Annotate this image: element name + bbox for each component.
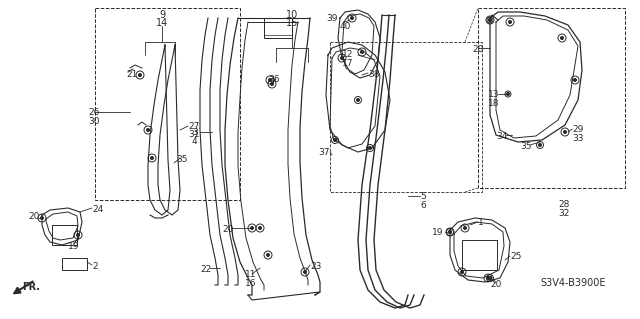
Text: 33: 33 — [572, 134, 584, 143]
Text: 31: 31 — [188, 130, 200, 139]
Circle shape — [463, 226, 467, 229]
Text: 13: 13 — [488, 90, 499, 99]
Bar — [264, 18, 292, 38]
Circle shape — [369, 146, 371, 150]
Text: 12: 12 — [342, 50, 353, 59]
Bar — [462, 240, 497, 270]
Circle shape — [573, 78, 577, 81]
Circle shape — [333, 138, 337, 142]
Text: 27: 27 — [188, 122, 200, 131]
Text: 3: 3 — [192, 128, 198, 137]
Text: 37: 37 — [318, 148, 330, 157]
Text: 20: 20 — [222, 225, 234, 234]
Circle shape — [77, 234, 79, 236]
Text: 10: 10 — [286, 10, 298, 20]
Text: 34: 34 — [496, 132, 508, 141]
Circle shape — [506, 93, 509, 95]
Text: 35: 35 — [176, 155, 188, 164]
Circle shape — [509, 20, 511, 24]
Text: 20: 20 — [28, 212, 40, 221]
Circle shape — [360, 50, 364, 54]
Bar — [330, 42, 482, 192]
Text: 36: 36 — [268, 75, 280, 84]
Text: 2: 2 — [92, 262, 98, 271]
Circle shape — [449, 231, 451, 234]
Circle shape — [250, 226, 253, 229]
Text: 26: 26 — [88, 108, 99, 117]
Text: 38: 38 — [368, 70, 380, 79]
Circle shape — [147, 129, 150, 131]
Text: FR.: FR. — [22, 282, 40, 292]
Text: 24: 24 — [92, 205, 103, 214]
Text: 25: 25 — [510, 252, 522, 261]
Text: 6: 6 — [420, 201, 426, 210]
Text: 20: 20 — [490, 280, 501, 289]
Circle shape — [563, 130, 566, 133]
Text: S3V4-B3900E: S3V4-B3900E — [540, 278, 605, 288]
Text: 35: 35 — [520, 142, 531, 151]
Text: 29: 29 — [572, 125, 584, 134]
Text: 18: 18 — [488, 99, 499, 108]
Circle shape — [488, 19, 492, 21]
Text: 1: 1 — [478, 218, 484, 227]
Circle shape — [351, 17, 353, 19]
Circle shape — [461, 271, 463, 273]
Text: 11: 11 — [245, 270, 257, 279]
Text: 32: 32 — [558, 209, 570, 218]
Text: 19: 19 — [432, 228, 444, 237]
Text: 19: 19 — [68, 242, 79, 251]
Text: 21: 21 — [126, 70, 138, 79]
Circle shape — [271, 83, 273, 85]
Text: 39: 39 — [326, 14, 337, 23]
Text: 22: 22 — [200, 265, 211, 274]
Circle shape — [488, 19, 492, 21]
Circle shape — [488, 277, 492, 279]
Text: 28: 28 — [558, 200, 570, 209]
Circle shape — [340, 56, 344, 60]
Text: 40: 40 — [340, 22, 351, 31]
Circle shape — [561, 36, 563, 40]
Circle shape — [259, 226, 262, 229]
Circle shape — [150, 157, 154, 160]
Text: 14: 14 — [156, 18, 168, 28]
Bar — [62, 258, 87, 270]
Circle shape — [538, 144, 541, 146]
Text: 4: 4 — [192, 137, 198, 146]
Text: 16: 16 — [245, 279, 257, 288]
Bar — [95, 8, 240, 200]
Text: 15: 15 — [286, 18, 298, 28]
Circle shape — [449, 231, 451, 234]
Bar — [478, 8, 625, 188]
Text: 17: 17 — [342, 59, 353, 68]
Circle shape — [486, 277, 490, 279]
Text: 23: 23 — [310, 262, 321, 271]
Circle shape — [138, 73, 141, 77]
Circle shape — [269, 78, 271, 81]
Circle shape — [356, 99, 360, 101]
Circle shape — [266, 254, 269, 256]
Text: 30: 30 — [88, 117, 99, 126]
Circle shape — [303, 271, 307, 273]
Text: 9: 9 — [159, 10, 165, 20]
Text: 5: 5 — [420, 192, 426, 201]
Bar — [52, 225, 77, 245]
Circle shape — [40, 217, 44, 219]
Text: 20: 20 — [472, 45, 483, 54]
